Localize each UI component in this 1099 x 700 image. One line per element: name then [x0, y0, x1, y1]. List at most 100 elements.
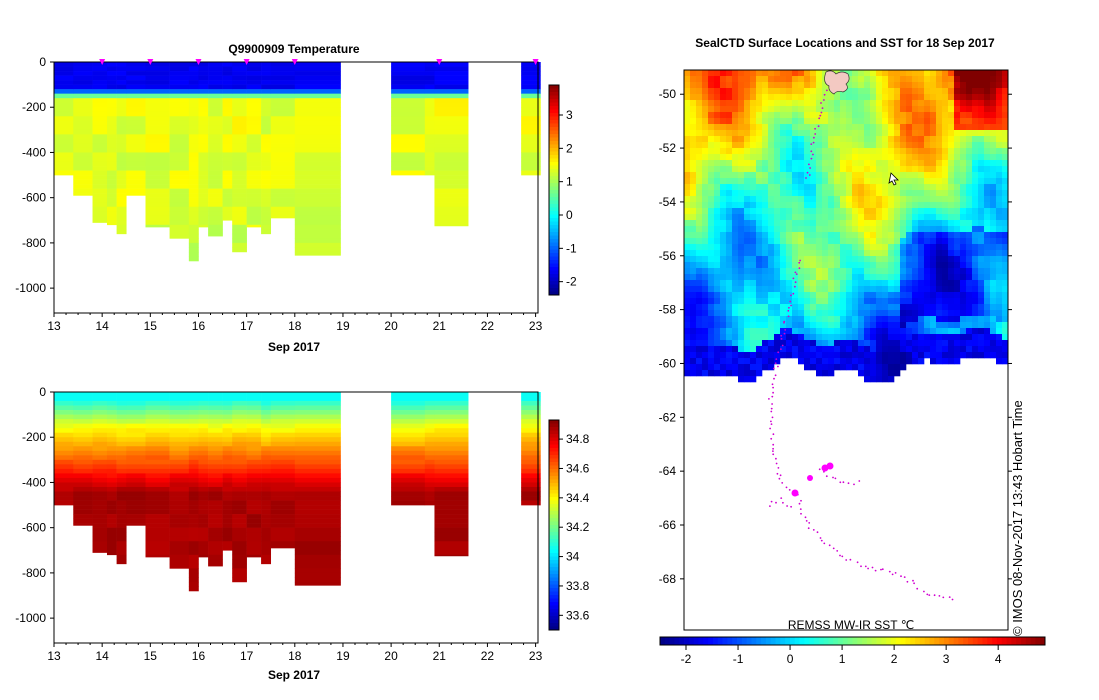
sst-cell — [810, 70, 817, 77]
sst-cell — [738, 208, 745, 215]
section-cell — [261, 179, 272, 185]
sst-cell — [810, 346, 817, 353]
sst-cell — [912, 304, 919, 311]
sst-cell — [744, 274, 751, 281]
track-point — [812, 529, 815, 531]
sst-cell — [948, 220, 955, 227]
sst-cell — [750, 82, 757, 89]
sst-cell — [804, 100, 811, 107]
section-cell — [208, 102, 223, 108]
sst-cell — [942, 148, 949, 155]
sst-colorbar-segment — [1040, 637, 1046, 645]
sst-cell — [954, 352, 961, 359]
section-cell — [73, 401, 93, 406]
section-cell — [294, 491, 341, 497]
sst-cell — [696, 238, 703, 245]
sst-cell — [690, 346, 697, 353]
sst-cell — [930, 298, 937, 305]
sst-cell — [822, 214, 829, 221]
sst-cell — [804, 250, 811, 257]
section-cell — [169, 428, 190, 433]
sst-colorbar-segment — [780, 637, 786, 645]
sst-cell — [912, 76, 919, 83]
section-cell — [73, 419, 93, 424]
section-cell — [434, 441, 469, 447]
section-cell — [261, 129, 272, 135]
track-point — [805, 520, 808, 522]
section-cell — [208, 505, 223, 510]
sst-cell — [870, 124, 877, 131]
section-cell — [92, 147, 108, 153]
section-cell — [521, 491, 541, 497]
sst-cell — [978, 340, 985, 347]
section-cell — [92, 509, 108, 515]
sst-cell — [996, 274, 1003, 281]
sst-cell — [750, 268, 757, 275]
sst-cell — [720, 82, 727, 89]
sst-cell — [810, 358, 817, 365]
section-cell — [116, 482, 127, 488]
sst-cell — [912, 292, 919, 299]
sst-cell — [822, 202, 829, 209]
sst-cell — [996, 106, 1003, 113]
colorbar-segment — [549, 483, 559, 487]
sst-cell — [978, 250, 985, 257]
section-cell — [54, 147, 74, 153]
sst-cell — [744, 328, 751, 335]
sst-cell — [720, 280, 727, 287]
sst-cell — [990, 184, 997, 191]
colorbar-segment — [549, 141, 559, 145]
sst-cell — [870, 358, 877, 365]
sst-cell — [918, 244, 925, 251]
sst-colorbar-segment — [1020, 637, 1027, 645]
section-cell — [270, 179, 296, 185]
sst-cell — [912, 328, 919, 335]
sst-cell — [876, 226, 883, 233]
section-cell — [169, 523, 190, 528]
sst-cell — [768, 76, 775, 83]
sst-cell — [882, 124, 889, 131]
section-cell — [106, 102, 117, 108]
sst-cell — [786, 352, 793, 359]
sst-cell — [942, 112, 949, 119]
track-point — [823, 542, 826, 545]
section-cell — [145, 193, 170, 198]
sst-cell — [774, 76, 781, 83]
sst-cell — [834, 94, 841, 101]
section-cell — [294, 233, 341, 239]
section-cell — [198, 166, 209, 171]
sst-cell — [948, 172, 955, 179]
sst-cell — [882, 370, 889, 377]
sst-cell — [696, 142, 703, 149]
sst-cell — [852, 118, 859, 125]
section-cell — [222, 116, 233, 122]
sst-cell — [768, 328, 775, 335]
sst-cell — [828, 244, 835, 251]
y-tick-label: -1000 — [15, 281, 46, 295]
sst-cell — [858, 118, 865, 125]
sst-cell — [774, 88, 781, 95]
sst-cell — [846, 184, 853, 191]
section-cell — [169, 166, 190, 171]
sst-cell — [942, 322, 949, 329]
section-cell — [232, 93, 247, 99]
section-cell — [198, 532, 209, 538]
section-cell — [198, 116, 209, 122]
sst-cell — [840, 340, 847, 347]
sst-cell — [882, 112, 889, 119]
section-cell — [222, 184, 233, 189]
track-point — [787, 309, 790, 312]
section-cell — [294, 441, 341, 447]
track-point — [847, 482, 850, 485]
section-cell — [208, 138, 223, 144]
sst-colorbar-segment — [737, 637, 743, 645]
sst-cell — [696, 274, 703, 281]
sst-cell — [990, 310, 997, 317]
sst-cell — [828, 136, 835, 143]
sst-cell — [750, 88, 757, 95]
sst-cell — [888, 298, 895, 305]
sst-cell — [726, 100, 733, 107]
section-cell — [188, 215, 199, 221]
section-cell — [294, 428, 341, 433]
sst-cell — [900, 286, 907, 293]
